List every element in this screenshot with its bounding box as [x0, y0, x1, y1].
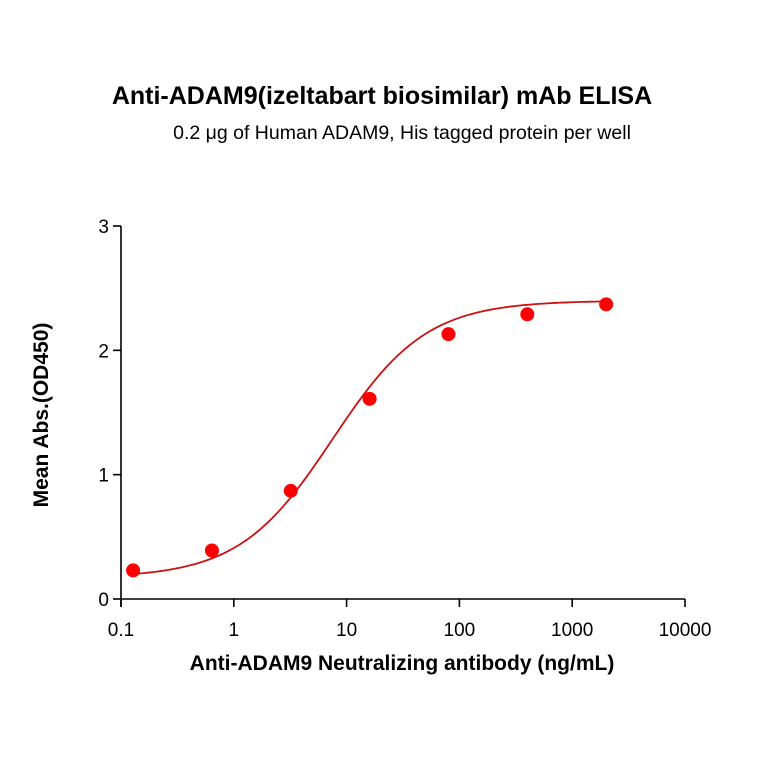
y-tick-label: 0 — [98, 590, 109, 611]
x-tick-label: 100 — [444, 620, 476, 641]
x-tick-label: 10000 — [659, 620, 712, 641]
data-point-marker — [599, 297, 614, 312]
axes: 0 1 2 3 0.1 1 10 100 1000 10000 — [98, 217, 711, 641]
x-tick-label: 1 — [229, 620, 240, 641]
fit-curve — [133, 300, 607, 575]
data-point-marker — [520, 307, 535, 322]
data-point-marker — [126, 563, 141, 578]
data-point-marker — [283, 483, 298, 498]
data-points — [126, 297, 614, 578]
y-tick-label: 3 — [98, 217, 109, 238]
fit-line — [133, 300, 607, 575]
chart-title: Anti-ADAM9(izeltabart biosimilar) mAb EL… — [111, 82, 653, 110]
x-tick-label: 1000 — [551, 620, 593, 641]
chart-subtitle: 0.2 μg of Human ADAM9, His tagged protei… — [173, 122, 631, 144]
x-tick-label: 10 — [336, 620, 357, 641]
y-tick-label: 1 — [98, 466, 109, 487]
data-point-marker — [362, 391, 377, 406]
x-axis-label: Anti-ADAM9 Neutralizing antibody (ng/mL) — [189, 652, 615, 675]
data-point-marker — [441, 327, 456, 342]
y-tick-label: 2 — [98, 341, 109, 362]
data-point-marker — [204, 543, 219, 558]
x-tick-label: 0.1 — [108, 620, 134, 641]
